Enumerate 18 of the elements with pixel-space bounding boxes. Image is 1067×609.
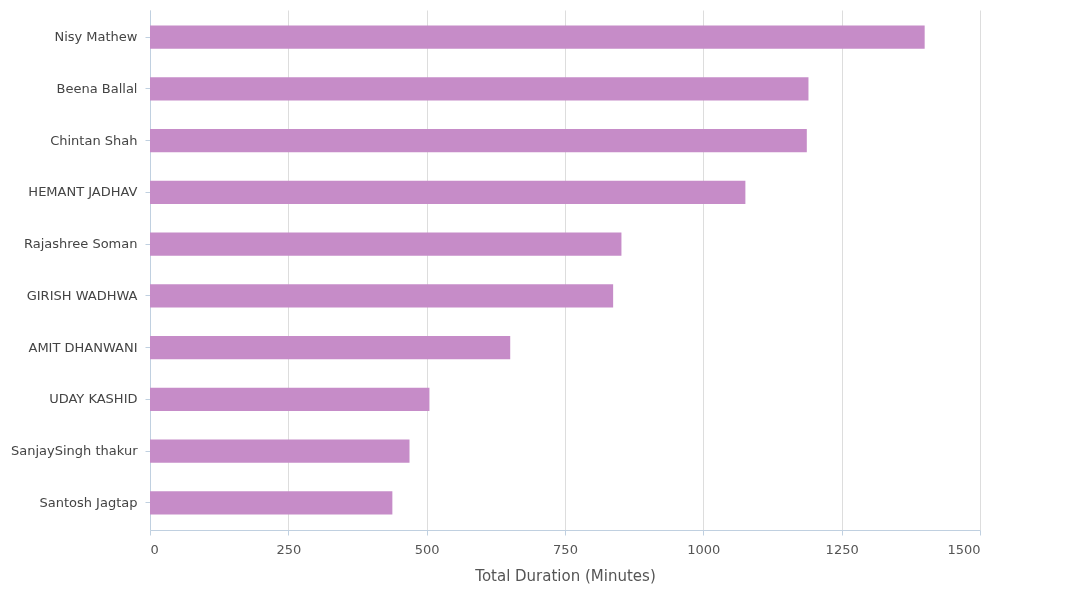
y-tick-label: SanjaySingh thakur: [11, 443, 139, 459]
y-tick-label: AMIT DHANWANI: [28, 339, 138, 355]
x-tick-label: 750: [553, 541, 578, 557]
y-tick-label: UDAY KASHID: [49, 391, 138, 407]
y-tick-label: Santosh Jagtap: [39, 494, 138, 510]
y-tick-label: GIRISH WADHWA: [26, 287, 138, 303]
x-tick-label: 1500: [947, 541, 981, 557]
y-tick-label: Beena Ballal: [56, 80, 138, 96]
x-tick-label: 250: [276, 541, 302, 557]
y-tick-label: Rajashree Soman: [23, 236, 138, 252]
x-tick-label: 0: [150, 541, 159, 557]
x-tick-label: 500: [414, 541, 440, 557]
x-tick-label: 1250: [825, 541, 859, 557]
y-tick-label: Nisy Mathew: [54, 29, 138, 45]
x-tick-label: 1000: [687, 541, 721, 557]
x-axis-title: Total Duration (Minutes): [474, 566, 656, 585]
y-tick-label: HEMANT JADHAV: [28, 184, 138, 200]
y-tick-label: Chintan Shah: [50, 132, 138, 148]
